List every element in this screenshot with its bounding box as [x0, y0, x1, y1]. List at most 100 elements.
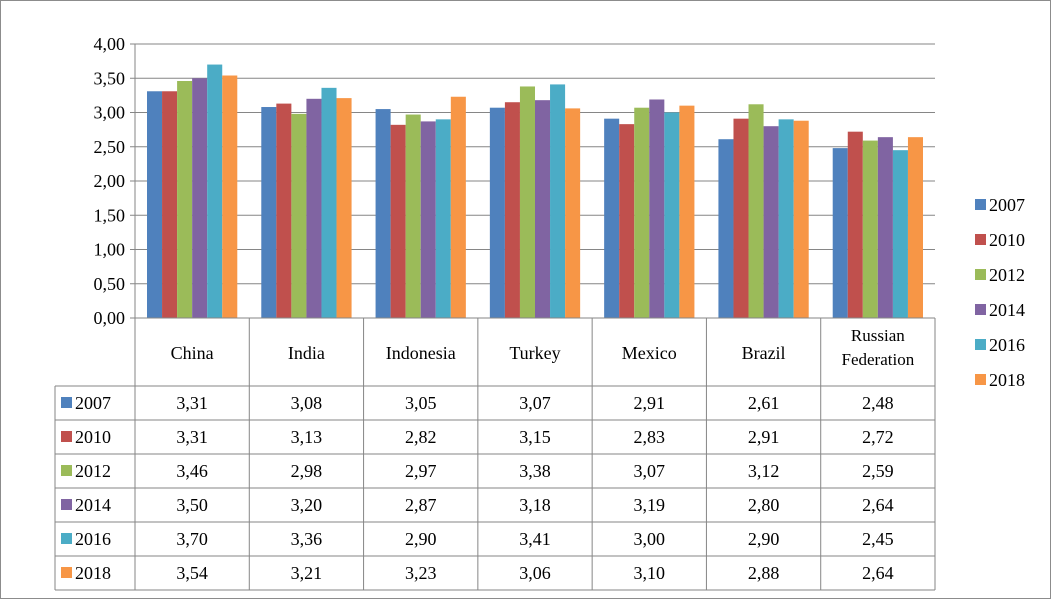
legend: 2007 2010 2012 2014 2016 2018 [975, 195, 1025, 390]
data-label: 2,82 [405, 427, 437, 447]
bar [390, 124, 406, 318]
bar [192, 78, 208, 318]
data-label: 2,64 [862, 495, 894, 515]
data-label: 3,19 [634, 495, 666, 515]
data-label: 3,31 [176, 393, 208, 413]
category-label: Indonesia [386, 343, 456, 363]
legend-label: 2012 [989, 265, 1025, 285]
data-label: 2,48 [862, 393, 894, 413]
bar [519, 86, 535, 318]
data-label: 3,07 [519, 393, 551, 413]
bar [420, 121, 436, 318]
data-label: 2,72 [862, 427, 894, 447]
y-tick-label: 2,50 [94, 137, 126, 157]
y-tick-label: 1,50 [94, 205, 126, 225]
data-label: 2,61 [748, 393, 780, 413]
data-label: 2,83 [634, 427, 666, 447]
bar [336, 98, 352, 319]
category-label: Brazil [742, 343, 786, 363]
y-tick-label: 2,00 [94, 171, 126, 191]
data-label: 3,15 [519, 427, 551, 447]
data-label: 2,87 [405, 495, 437, 515]
data-label: 3,08 [291, 393, 323, 413]
bar [222, 75, 238, 318]
legend-label: 2016 [989, 335, 1025, 355]
data-label: 2,64 [862, 563, 894, 583]
data-label: 3,46 [176, 461, 208, 481]
table-legend-key [61, 431, 72, 442]
data-label: 2,90 [748, 529, 780, 549]
category-label: Russian [851, 326, 905, 345]
legend-label: 2018 [989, 370, 1025, 390]
y-tick-label: 1,00 [94, 240, 126, 260]
legend-key [975, 304, 986, 315]
bar [177, 80, 193, 319]
bar [718, 139, 734, 318]
bar [664, 112, 680, 318]
bar [733, 118, 749, 318]
bar [679, 105, 695, 319]
data-label: 3,07 [634, 461, 666, 481]
table-legend-key [61, 465, 72, 476]
bar [207, 64, 223, 318]
legend-key [975, 199, 986, 210]
bar [649, 99, 665, 318]
legend-label: 2010 [989, 230, 1025, 250]
data-label: 2,80 [748, 495, 780, 515]
bar [550, 84, 566, 318]
data-label: 2,59 [862, 461, 894, 481]
bar [504, 102, 520, 318]
legend-key [975, 269, 986, 280]
bar [405, 114, 421, 319]
bar [907, 137, 923, 318]
y-axis-ticks: 0,00 0,50 1,00 1,50 2,00 2,50 3,00 3,50 4,00 [94, 34, 126, 328]
bar [147, 91, 163, 318]
bar [565, 108, 581, 318]
data-label: 3,54 [176, 563, 208, 583]
legend-label: 2014 [989, 300, 1025, 320]
bar [793, 120, 809, 318]
bar [778, 119, 794, 318]
bar [162, 91, 178, 318]
data-label: 2,97 [405, 461, 437, 481]
y-tick-label: 3,50 [94, 68, 126, 88]
data-label: 3,21 [291, 563, 323, 583]
data-label: 3,20 [291, 495, 323, 515]
bar [619, 124, 635, 319]
data-label: 2,90 [405, 529, 437, 549]
data-label: 3,50 [176, 495, 208, 515]
bar [489, 107, 505, 318]
bar [450, 96, 466, 319]
data-label: 3,18 [519, 495, 551, 515]
table-row-label: 2012 [75, 461, 111, 481]
legend-label: 2007 [989, 195, 1025, 215]
bar [321, 87, 337, 318]
data-label: 3,70 [176, 529, 208, 549]
bar [832, 148, 848, 318]
data-label: 3,38 [519, 461, 551, 481]
bar [535, 100, 551, 318]
legend-key [975, 234, 986, 245]
category-label: India [288, 343, 325, 363]
data-label: 3,10 [634, 563, 666, 583]
data-label: 3,13 [291, 427, 323, 447]
category-label: Mexico [622, 343, 677, 363]
legend-key [975, 339, 986, 350]
table-row-label: 2010 [75, 427, 111, 447]
data-label: 3,05 [405, 393, 437, 413]
bar [634, 107, 650, 318]
bar [748, 104, 764, 318]
y-tick-label: 0,00 [94, 308, 126, 328]
data-label: 3,12 [748, 461, 780, 481]
bar [306, 98, 322, 318]
bar [892, 150, 908, 318]
data-label: 3,41 [519, 529, 551, 549]
data-label: 3,06 [519, 563, 551, 583]
legend-key [975, 374, 986, 385]
category-label: Federation [842, 350, 915, 369]
data-label: 3,36 [291, 529, 323, 549]
y-tick-label: 0,50 [94, 274, 126, 294]
table-legend-key [61, 397, 72, 408]
data-label: 3,00 [634, 529, 666, 549]
table-row-label: 2018 [75, 563, 111, 583]
